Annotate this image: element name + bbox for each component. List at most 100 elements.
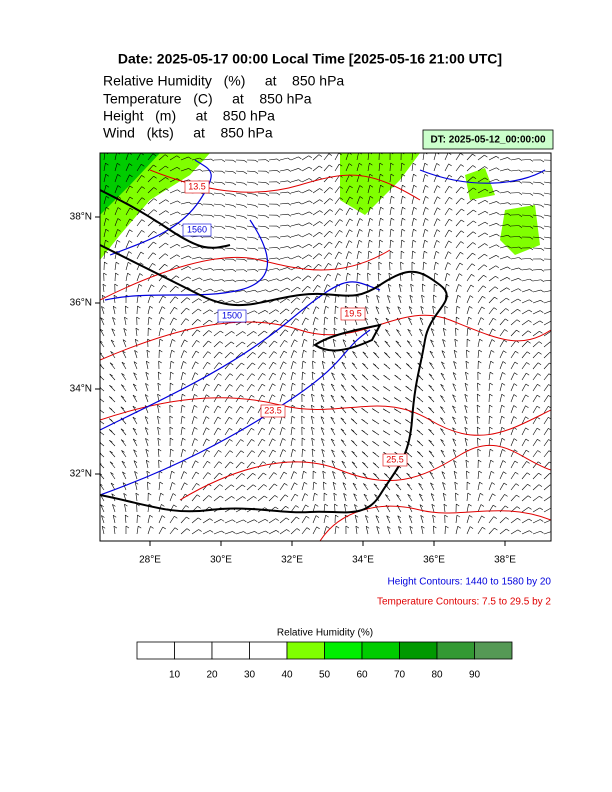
wind-barb bbox=[180, 350, 185, 359]
wind-barb bbox=[202, 288, 211, 293]
wind-barb-feather bbox=[210, 204, 215, 207]
wind-barb-feather bbox=[452, 405, 456, 409]
wind-barb-feather bbox=[390, 239, 394, 243]
wind-barb bbox=[147, 306, 151, 315]
wind-barb bbox=[476, 394, 479, 403]
wind-barb-feather bbox=[320, 405, 325, 408]
wind-barb bbox=[136, 273, 140, 282]
wind-barb bbox=[109, 373, 116, 381]
wind-barb-feather bbox=[133, 438, 137, 442]
wind-barb bbox=[389, 162, 391, 172]
temperature-label-box bbox=[340, 307, 366, 321]
wind-barb-feather bbox=[240, 395, 244, 398]
wind-barb bbox=[452, 405, 457, 414]
wind-barb-feather bbox=[428, 418, 432, 421]
wind-barb bbox=[430, 493, 435, 502]
wind-barb bbox=[169, 516, 175, 524]
header-line: Temperature (C) at 850 hPa bbox=[103, 91, 312, 107]
wind-barb bbox=[330, 394, 336, 403]
wind-barb bbox=[279, 180, 288, 183]
wind-barb-feather bbox=[122, 482, 127, 485]
wind-barb-feather bbox=[354, 504, 358, 507]
wind-barb-feather bbox=[306, 515, 310, 519]
wind-barb bbox=[356, 196, 361, 205]
wind-barb-feather bbox=[160, 492, 164, 496]
wind-barb-feather bbox=[199, 267, 203, 270]
wind-barb bbox=[224, 519, 233, 524]
wind-barb bbox=[246, 341, 254, 348]
wind-barb-feather bbox=[506, 277, 511, 280]
wind-barb bbox=[334, 208, 341, 216]
wind-barb-feather bbox=[428, 450, 433, 454]
wind-barb bbox=[400, 218, 403, 227]
wind-barb bbox=[136, 186, 143, 194]
wind-barb bbox=[235, 439, 241, 447]
wind-barb bbox=[452, 394, 457, 403]
wind-barb-feather bbox=[406, 340, 411, 343]
wind-barb-feather bbox=[296, 297, 301, 300]
wind-barb bbox=[279, 438, 283, 447]
wind-barb-feather bbox=[501, 426, 505, 430]
wind-barb-feather bbox=[449, 197, 453, 200]
wind-barb bbox=[213, 351, 220, 359]
wind-barb bbox=[158, 242, 166, 249]
wind-barb bbox=[246, 300, 255, 304]
wind-barb-feather bbox=[181, 404, 186, 408]
wind-barb-feather bbox=[361, 440, 365, 444]
wind-barb-feather bbox=[461, 219, 465, 223]
wind-barb bbox=[180, 276, 188, 282]
wind-barb-feather bbox=[465, 371, 469, 375]
wind-barb bbox=[110, 482, 116, 491]
wind-barb bbox=[342, 471, 347, 480]
wind-barb bbox=[224, 203, 233, 206]
wind-barb-feather bbox=[484, 221, 489, 225]
wind-barb bbox=[224, 279, 233, 282]
wind-barb-feather bbox=[465, 360, 470, 364]
wind-barb bbox=[453, 361, 457, 370]
wind-barb bbox=[466, 470, 468, 480]
wind-barb-feather bbox=[243, 237, 248, 241]
wind-barb-feather bbox=[527, 340, 531, 344]
wind-barb bbox=[213, 394, 219, 403]
wind-barb bbox=[440, 384, 446, 392]
wind-barb-feather bbox=[170, 437, 174, 441]
wind-barb-feather bbox=[383, 374, 387, 378]
wind-barb bbox=[180, 307, 187, 315]
wind-barb-feather bbox=[552, 206, 555, 208]
wind-barb-feather bbox=[209, 518, 213, 521]
wind-barb bbox=[356, 262, 359, 271]
wind-barb bbox=[246, 450, 253, 458]
wind-barb-feather bbox=[491, 471, 495, 474]
wind-barb-feather bbox=[341, 373, 345, 376]
wind-barb bbox=[136, 241, 142, 249]
wind-barb-feather bbox=[483, 274, 487, 278]
wind-barb bbox=[246, 519, 255, 524]
wind-barb-feather bbox=[394, 430, 398, 433]
wind-barb bbox=[279, 383, 283, 392]
wind-barb-feather bbox=[174, 307, 178, 310]
wind-barb bbox=[400, 174, 403, 183]
wind-barb bbox=[257, 341, 264, 348]
wind-barb bbox=[488, 244, 497, 249]
wind-barb-feather bbox=[188, 255, 192, 259]
wind-barb-feather bbox=[456, 514, 461, 518]
wind-barb bbox=[290, 245, 299, 249]
wind-barb-feather bbox=[400, 261, 404, 265]
wind-barb-feather bbox=[484, 188, 489, 192]
wind-barb-feather bbox=[159, 481, 164, 485]
wind-barb bbox=[476, 405, 479, 414]
wind-barb-feather bbox=[442, 339, 446, 342]
wind-barb bbox=[466, 153, 473, 161]
wind-barb bbox=[235, 450, 242, 458]
wind-barb-feather bbox=[538, 351, 542, 355]
wind-barb bbox=[351, 461, 358, 469]
wind-barb bbox=[191, 329, 198, 337]
wind-barb-feather bbox=[361, 407, 365, 411]
wind-barb bbox=[279, 277, 288, 282]
wind-barb bbox=[499, 405, 502, 414]
wind-barb-feather bbox=[243, 259, 248, 262]
wind-barb bbox=[100, 352, 105, 359]
wind-barb-feather bbox=[210, 170, 215, 173]
wind-barb-feather bbox=[198, 308, 202, 312]
